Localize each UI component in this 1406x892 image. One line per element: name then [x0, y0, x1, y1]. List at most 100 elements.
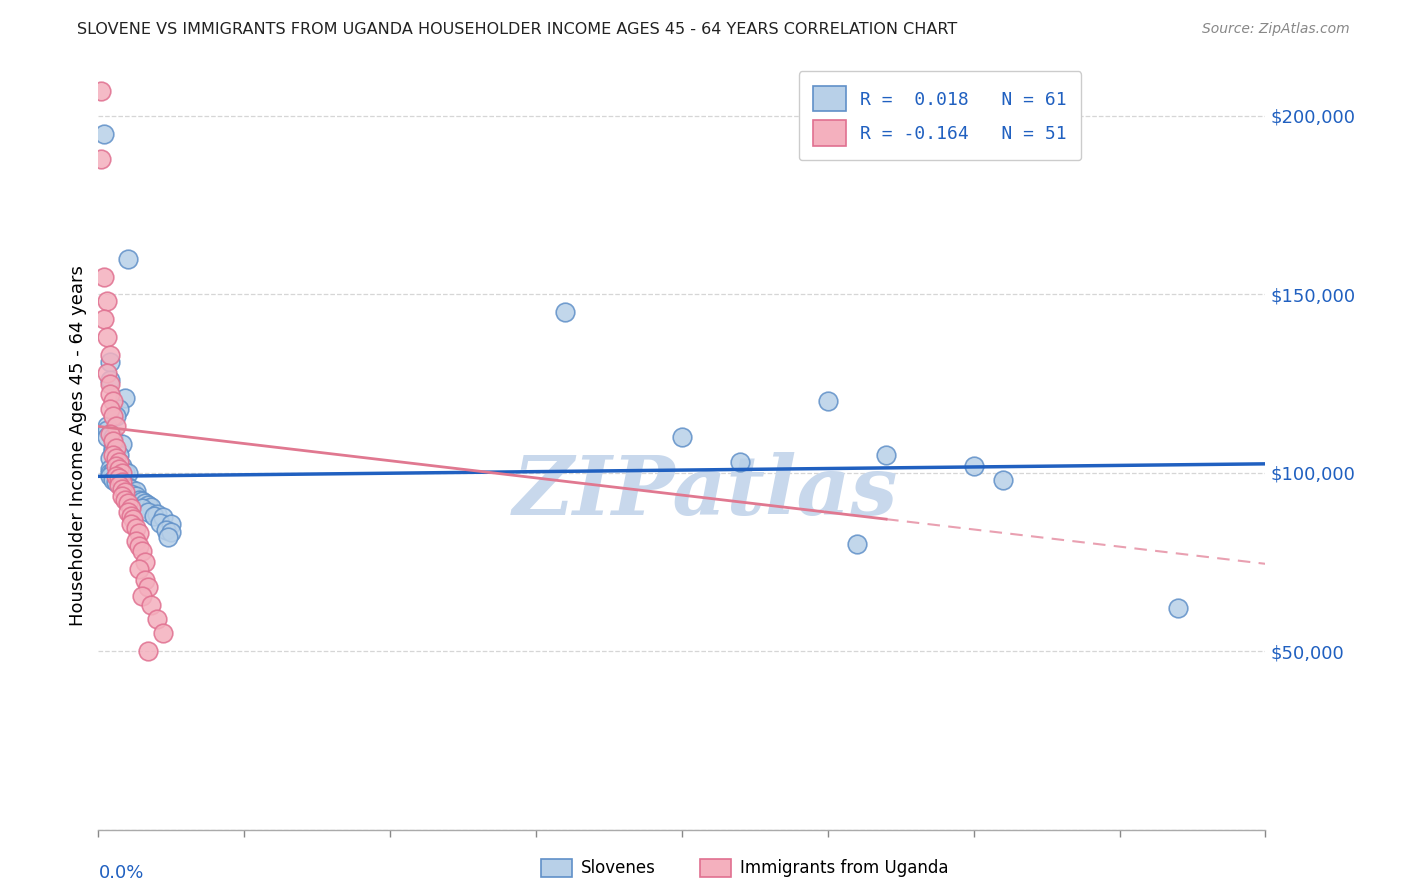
Point [160, 524, 183, 539]
Text: ZIPatlas: ZIPatlas [513, 452, 898, 532]
Point [125, 489, 148, 503]
Point [136, 505, 159, 519]
Point [101, 430, 124, 444]
Point [157, 530, 180, 544]
Point [96, 366, 118, 380]
Point [128, 539, 150, 553]
Point [139, 500, 162, 514]
Point [120, 508, 142, 523]
Text: SLOVENE VS IMMIGRANTS FROM UGANDA HOUSEHOLDER INCOME AGES 45 - 64 YEARS CORRELAT: SLOVENE VS IMMIGRANTS FROM UGANDA HOUSEH… [77, 22, 957, 37]
Point [114, 391, 136, 405]
Point [554, 305, 576, 319]
Point [90, 152, 112, 166]
Point [101, 394, 124, 409]
Point [125, 521, 148, 535]
Point [125, 533, 148, 548]
Point [1167, 601, 1189, 615]
Point [96, 423, 118, 437]
Point [104, 458, 127, 473]
Point [108, 448, 131, 462]
Point [96, 419, 118, 434]
Point [117, 505, 139, 519]
Point [111, 482, 134, 496]
Point [101, 409, 124, 423]
Point [114, 465, 136, 479]
Point [730, 455, 752, 469]
Point [846, 537, 869, 551]
Point [93, 127, 115, 141]
Point [108, 455, 131, 469]
Point [104, 451, 127, 466]
Point [93, 312, 115, 326]
Point [108, 478, 131, 492]
Point [108, 462, 131, 476]
Point [96, 294, 118, 309]
Point [117, 496, 139, 510]
Point [90, 84, 112, 98]
Point [98, 387, 121, 401]
Point [120, 501, 142, 516]
Point [131, 501, 153, 516]
Point [142, 508, 165, 523]
Point [104, 441, 127, 455]
Point [98, 466, 121, 480]
Y-axis label: Householder Income Ages 45 - 64 years: Householder Income Ages 45 - 64 years [69, 266, 87, 626]
Point [875, 448, 897, 462]
Point [101, 448, 124, 462]
Point [98, 462, 121, 476]
Point [111, 458, 134, 473]
Point [155, 523, 177, 537]
Point [98, 373, 121, 387]
Point [136, 644, 159, 658]
Point [114, 492, 136, 507]
Point [120, 517, 142, 532]
Point [139, 598, 162, 612]
Point [104, 409, 127, 423]
Point [101, 444, 124, 458]
Point [96, 430, 118, 444]
Point [98, 348, 121, 362]
Point [134, 573, 156, 587]
Point [111, 466, 134, 480]
Text: Source: ZipAtlas.com: Source: ZipAtlas.com [1202, 22, 1350, 37]
Point [117, 480, 139, 494]
Point [98, 355, 121, 369]
Text: Slovenes: Slovenes [581, 859, 655, 877]
Point [131, 589, 153, 603]
Text: 0.0%: 0.0% [98, 864, 143, 882]
Point [114, 485, 136, 500]
Point [131, 544, 153, 558]
Point [111, 437, 134, 451]
Point [98, 426, 121, 441]
Point [134, 555, 156, 569]
Point [122, 512, 145, 526]
Point [962, 458, 984, 473]
Text: Immigrants from Uganda: Immigrants from Uganda [740, 859, 948, 877]
Point [104, 444, 127, 458]
Point [96, 330, 118, 344]
Point [98, 469, 121, 483]
Point [108, 455, 131, 469]
Point [104, 475, 127, 489]
Point [120, 487, 142, 501]
Point [111, 466, 134, 480]
Point [111, 475, 134, 489]
Point [108, 401, 131, 416]
Point [131, 494, 153, 508]
Point [160, 517, 183, 532]
Point [149, 516, 172, 530]
Point [104, 419, 127, 434]
Point [134, 496, 156, 510]
Point [98, 401, 121, 416]
Point [98, 426, 121, 441]
Point [152, 626, 174, 640]
Point [128, 492, 150, 507]
Point [117, 252, 139, 266]
Point [111, 476, 134, 491]
Point [104, 469, 127, 483]
Point [93, 269, 115, 284]
Point [991, 473, 1014, 487]
Point [117, 466, 139, 480]
Point [111, 489, 134, 503]
Point [104, 466, 127, 480]
